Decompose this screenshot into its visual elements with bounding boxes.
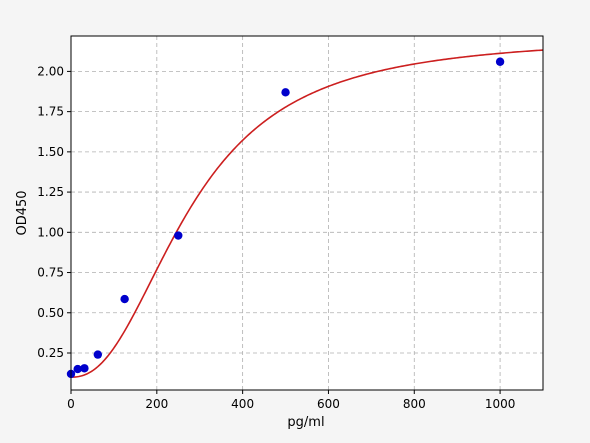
x-tick-label: 1000 (485, 397, 516, 411)
y-tick-label: 1.25 (37, 185, 64, 199)
fit-curve (71, 49, 543, 378)
grid-lines (71, 36, 543, 390)
x-tick-label: 0 (67, 397, 75, 411)
data-point (93, 350, 103, 359)
plot-frame (70, 35, 544, 391)
data-point (495, 57, 505, 66)
x-axis-ticks: 0 200 400 600 800 1000 (67, 390, 515, 411)
data-point (281, 88, 290, 97)
data-point (120, 294, 129, 304)
x-axis-label: pg/ml (287, 415, 324, 430)
y-tick-label: 0.75 (37, 266, 64, 280)
fit-curve-line (71, 49, 543, 378)
x-tick-label: 800 (403, 397, 426, 411)
y-tick-label: 0.25 (37, 346, 64, 360)
x-tick-label: 200 (145, 397, 168, 411)
data-point (80, 364, 89, 373)
data-points (66, 57, 505, 379)
y-tick-label: 0.50 (37, 306, 64, 320)
y-axis-ticks: 0.25 0.50 0.75 1.00 1.25 1.50 1.75 2.00 (37, 64, 71, 360)
data-point (73, 364, 82, 374)
x-tick-label: 400 (231, 397, 254, 411)
y-tick-label: 1.00 (37, 225, 64, 239)
y-tick-label: 1.75 (37, 105, 64, 119)
y-tick-label: 1.50 (37, 145, 64, 159)
x-tick-label: 600 (317, 397, 340, 411)
y-axis-label: OD450 (15, 190, 30, 235)
y-tick-label: 2.00 (37, 64, 64, 78)
plot-area (71, 36, 543, 390)
data-point (174, 231, 183, 240)
